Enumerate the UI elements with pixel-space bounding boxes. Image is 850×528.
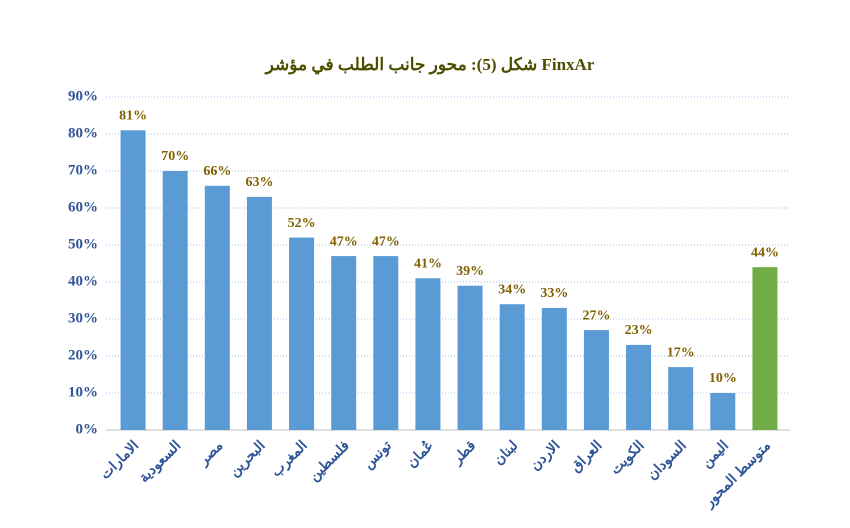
value-label: 66% (203, 164, 231, 179)
y-tick-label: 10% (68, 384, 98, 400)
y-tick-label: 60% (68, 199, 98, 215)
bar (583, 330, 609, 430)
x-tick-label: اليمن (699, 438, 732, 471)
bar (373, 256, 399, 430)
y-tick-label: 70% (68, 162, 98, 178)
bar (331, 256, 357, 430)
bar (457, 285, 483, 430)
value-label: 17% (667, 345, 695, 360)
x-tick-label: العراق (568, 438, 605, 475)
bar (204, 185, 230, 430)
value-label: 81% (119, 109, 147, 124)
y-tick-label: 30% (68, 310, 98, 326)
y-tick-label: 90% (68, 88, 98, 104)
bar (499, 304, 525, 430)
x-tick-label: مصر (196, 438, 227, 469)
x-tick-label: السعودية (137, 438, 185, 486)
y-tick-label: 20% (68, 347, 98, 363)
y-tick-label: 0% (76, 421, 99, 437)
y-tick-label: 50% (68, 236, 98, 252)
x-tick-label: البحرين (227, 438, 269, 480)
x-tick-label: لبنان (491, 438, 521, 468)
x-tick-label: الامارات (98, 438, 142, 482)
x-tick-label: قطر (450, 438, 480, 468)
bar (246, 196, 272, 430)
x-tick-label: الاردن (528, 438, 563, 473)
value-label: 63% (245, 175, 273, 190)
x-tick-label: السودان (645, 438, 690, 483)
value-label: 10% (709, 371, 737, 386)
value-label: 23% (625, 323, 653, 338)
bar (626, 344, 652, 430)
value-label: 44% (751, 245, 779, 260)
value-label: 52% (288, 216, 316, 231)
value-label: 70% (161, 149, 189, 164)
y-tick-label: 40% (68, 273, 98, 289)
value-label: 47% (330, 234, 358, 249)
x-tick-label: تونس (361, 438, 395, 472)
bar (162, 171, 188, 430)
x-tick-label: فلسطين (307, 438, 353, 484)
value-label: 33% (540, 286, 568, 301)
bar (289, 237, 315, 430)
x-tick-label: الكويت (608, 438, 648, 478)
y-tick-label: 80% (68, 125, 98, 141)
bar (120, 130, 146, 431)
bar (668, 367, 694, 430)
bar (541, 307, 567, 430)
x-tick-label: المغرب (269, 438, 311, 480)
bar (710, 393, 736, 430)
chart-title: شكل (5): محور جانب الطلب في مؤشر FinxAr (264, 55, 595, 75)
value-label: 41% (414, 257, 442, 272)
value-label: 47% (372, 234, 400, 249)
bar (752, 267, 778, 430)
x-tick-label: عُمان (403, 437, 437, 471)
bar (415, 278, 441, 430)
value-label: 27% (582, 308, 610, 323)
value-label: 39% (456, 264, 484, 279)
value-label: 34% (498, 282, 526, 297)
